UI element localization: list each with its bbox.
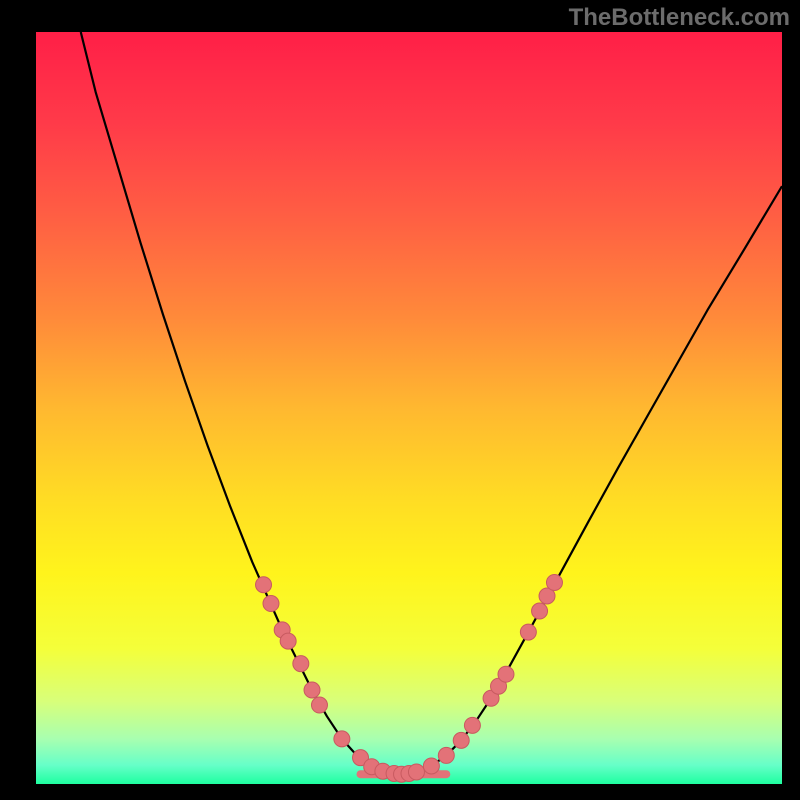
data-marker bbox=[311, 697, 327, 713]
data-marker bbox=[464, 717, 480, 733]
chart-frame: TheBottleneck.com bbox=[0, 0, 800, 800]
data-marker bbox=[304, 682, 320, 698]
data-marker bbox=[263, 596, 279, 612]
data-marker bbox=[546, 574, 562, 590]
chart-svg bbox=[36, 32, 782, 784]
gradient-background bbox=[36, 32, 782, 784]
data-marker bbox=[423, 758, 439, 774]
plot-area bbox=[36, 32, 782, 784]
data-marker bbox=[334, 731, 350, 747]
data-marker bbox=[498, 666, 514, 682]
data-marker bbox=[453, 732, 469, 748]
data-marker bbox=[256, 577, 272, 593]
data-marker bbox=[438, 747, 454, 763]
data-marker bbox=[520, 624, 536, 640]
watermark-text: TheBottleneck.com bbox=[569, 4, 790, 32]
data-marker bbox=[408, 764, 424, 780]
data-marker bbox=[280, 633, 296, 649]
data-marker bbox=[532, 603, 548, 619]
data-marker bbox=[293, 656, 309, 672]
